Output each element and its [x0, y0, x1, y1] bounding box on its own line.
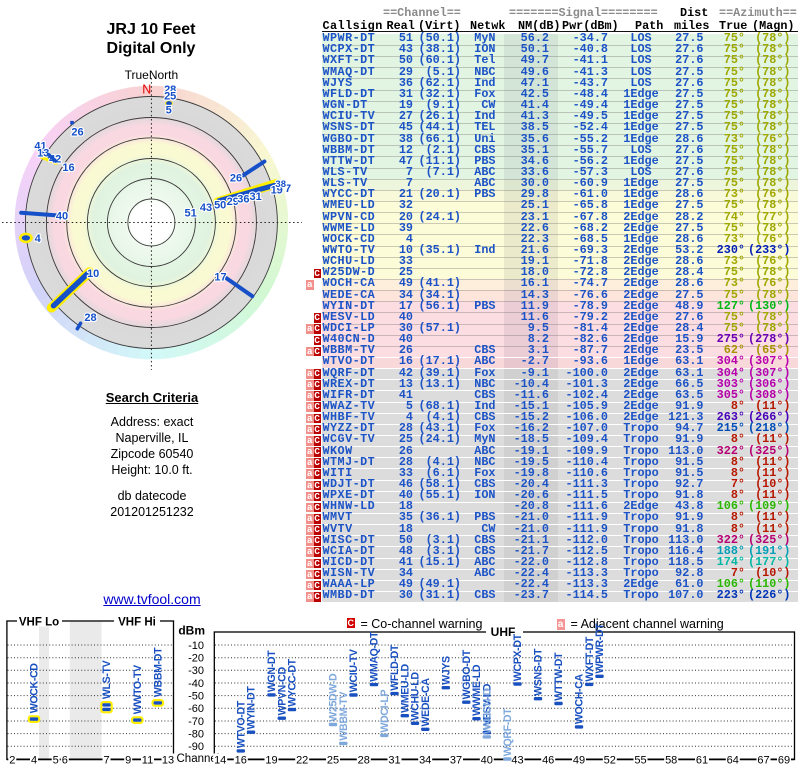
svg-text:43: 43 [200, 202, 212, 214]
svg-text:WESV-LD: WESV-LD [481, 683, 493, 730]
svg-text:WWME-LD: WWME-LD [471, 664, 483, 716]
svg-text:25: 25 [164, 91, 176, 103]
svg-text:dBm: dBm [178, 624, 205, 638]
svg-text:69: 69 [778, 755, 790, 767]
svg-text:-10: -10 [188, 640, 204, 652]
svg-text:WGN-DT: WGN-DT [266, 650, 278, 692]
svg-text:WSNS-DT: WSNS-DT [533, 648, 545, 696]
svg-text:4: 4 [31, 755, 37, 767]
svg-text:19: 19 [265, 755, 277, 767]
svg-text:22: 22 [296, 755, 308, 767]
svg-text:WTVO-DT: WTVO-DT [235, 700, 247, 748]
svg-text:40: 40 [56, 210, 68, 222]
svg-text:WMAQ-DT: WMAQ-DT [369, 631, 381, 682]
svg-text:49: 49 [573, 755, 585, 767]
svg-text:13: 13 [37, 148, 49, 160]
svg-text:19: 19 [271, 185, 283, 197]
svg-text:17: 17 [214, 272, 226, 284]
svg-text:16: 16 [235, 755, 247, 767]
svg-text:WPVN-CD: WPVN-CD [276, 667, 288, 716]
svg-text:WCIU-TV: WCIU-TV [348, 649, 360, 692]
svg-text:6: 6 [62, 755, 68, 767]
svg-text:-60: -60 [188, 703, 204, 715]
svg-text:34: 34 [419, 755, 431, 767]
svg-text:16: 16 [62, 162, 74, 174]
svg-text:13: 13 [162, 755, 174, 767]
svg-text:VHF Lo: VHF Lo [19, 617, 59, 629]
svg-text:64: 64 [727, 755, 739, 767]
svg-text:-80: -80 [188, 728, 204, 740]
svg-text:26: 26 [71, 127, 83, 139]
svg-text:WCHU-LD: WCHU-LD [410, 672, 422, 721]
svg-text:28: 28 [84, 312, 96, 324]
svg-text:WOCK-CD: WOCK-CD [29, 663, 41, 714]
svg-text:11: 11 [142, 755, 153, 767]
svg-text:4: 4 [35, 233, 42, 245]
svg-text:7: 7 [103, 755, 109, 767]
svg-text:VHF Hi: VHF Hi [118, 617, 156, 629]
svg-text:-30: -30 [188, 665, 204, 677]
svg-text:43: 43 [511, 755, 523, 767]
svg-text:WCPX-DT: WCPX-DT [512, 633, 524, 681]
svg-text:50: 50 [214, 200, 226, 212]
svg-text:WDCI-LP: WDCI-LP [379, 689, 391, 732]
svg-text:7: 7 [285, 183, 291, 195]
svg-text:14: 14 [214, 755, 226, 767]
svg-text:51: 51 [184, 208, 196, 220]
svg-text:WBBM-DT: WBBM-DT [152, 647, 164, 697]
svg-text:-70: -70 [188, 716, 204, 728]
svg-text:WXFT-DT: WXFT-DT [584, 636, 596, 682]
svg-text:58: 58 [665, 755, 677, 767]
svg-text:-50: -50 [188, 690, 204, 702]
svg-text:WBBM-TV: WBBM-TV [338, 692, 350, 741]
svg-text:61: 61 [696, 755, 708, 767]
svg-text:WGBO-DT: WGBO-DT [461, 649, 473, 699]
svg-text:46: 46 [542, 755, 554, 767]
svg-text:31: 31 [388, 755, 400, 767]
svg-text:-40: -40 [188, 678, 204, 690]
svg-text:67: 67 [757, 755, 769, 767]
svg-text:37: 37 [450, 755, 462, 767]
svg-text:38: 38 [275, 179, 286, 190]
svg-text:5: 5 [53, 755, 59, 767]
svg-text:36: 36 [237, 193, 249, 205]
svg-text:WYCC-DT: WYCC-DT [287, 658, 299, 706]
svg-text:WPWR-DT: WPWR-DT [594, 623, 606, 674]
svg-text:55: 55 [634, 755, 646, 767]
svg-text:UHF: UHF [491, 625, 516, 639]
svg-text:28: 28 [358, 755, 370, 767]
svg-text:WYIN-DT: WYIN-DT [246, 686, 258, 730]
svg-text:10: 10 [87, 268, 99, 280]
svg-text:29: 29 [227, 196, 239, 208]
svg-text:WMEU-LD: WMEU-LD [399, 663, 411, 712]
svg-text:2: 2 [9, 755, 15, 767]
svg-text:52: 52 [604, 755, 616, 767]
svg-text:WEDE-CA: WEDE-CA [420, 678, 432, 727]
svg-text:WWTO-TV: WWTO-TV [132, 665, 144, 714]
svg-text:26: 26 [230, 173, 242, 185]
svg-text:W40CN-D: W40CN-D [481, 688, 493, 735]
svg-text:N: N [142, 83, 151, 97]
svg-text:40: 40 [481, 755, 493, 767]
svg-text:28: 28 [164, 84, 176, 96]
svg-text:25: 25 [327, 755, 339, 767]
svg-text:Channel: Channel [177, 753, 220, 765]
svg-text:5: 5 [166, 104, 172, 116]
svg-text:41: 41 [34, 141, 46, 153]
svg-text:WLS-TV: WLS-TV [101, 660, 113, 699]
svg-text:31: 31 [249, 191, 261, 203]
svg-text:-90: -90 [188, 741, 204, 753]
svg-text:WJYS: WJYS [440, 656, 452, 685]
svg-text:-20: -20 [188, 653, 204, 665]
svg-text:9: 9 [125, 755, 131, 767]
svg-text:W25DW-D: W25DW-D [328, 673, 340, 722]
svg-text:WTTW-DT: WTTW-DT [553, 652, 565, 701]
svg-text:WFLD-DT: WFLD-DT [389, 644, 401, 691]
svg-text:WOCH-CA: WOCH-CA [574, 673, 586, 724]
svg-text:WQRF-DT: WQRF-DT [502, 708, 514, 756]
